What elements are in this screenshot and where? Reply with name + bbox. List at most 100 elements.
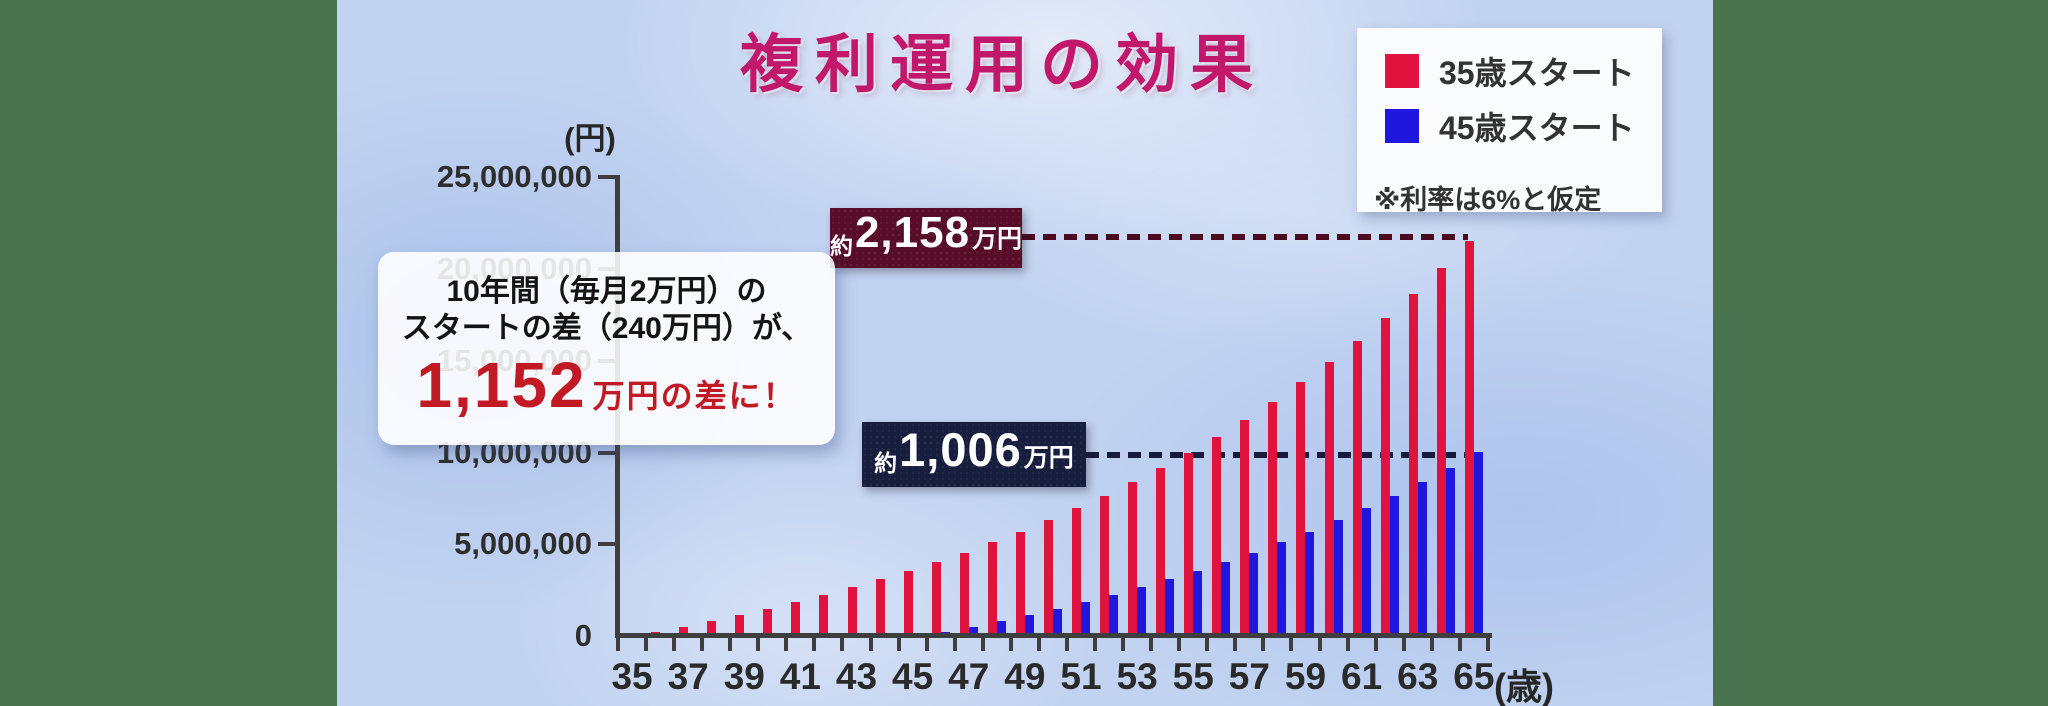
x-axis-label-age-39: 39 <box>723 656 765 697</box>
x-axis-tick <box>1289 636 1294 651</box>
x-axis-label-age-51: 51 <box>1060 656 1102 697</box>
x-axis-label-age-53: 53 <box>1116 656 1158 697</box>
bar-35start-age-37 <box>679 626 689 637</box>
x-axis-tick <box>700 636 705 651</box>
x-axis-tick <box>1485 636 1490 651</box>
bar-45start-age-61 <box>1361 508 1371 637</box>
x-axis-tick <box>728 636 733 651</box>
x-axis-tick <box>1064 636 1069 651</box>
bar-45start-age-65 <box>1473 452 1483 637</box>
x-axis-tick <box>812 636 817 651</box>
bar-45start-age-62 <box>1389 495 1399 637</box>
x-axis-tick <box>1177 636 1182 651</box>
x-axis-tick <box>952 636 957 651</box>
x-axis-label-age-55: 55 <box>1172 656 1214 697</box>
annotation-1006-suffix: 万円 <box>1023 444 1074 472</box>
bar-35start-age-52 <box>1100 495 1110 637</box>
bar-45start-age-53 <box>1137 587 1147 637</box>
x-axis-label-age-65: 65 <box>1453 656 1495 697</box>
x-axis-label-age-61: 61 <box>1341 656 1383 697</box>
bar-35start-age-40 <box>763 608 773 637</box>
annotation-1006-value: 1,006 <box>899 423 1022 476</box>
x-axis-line <box>615 633 1492 638</box>
bar-45start-age-52 <box>1109 594 1119 637</box>
x-axis-label-age-59: 59 <box>1284 656 1327 697</box>
x-axis-label-age-45: 45 <box>892 656 934 697</box>
callout-highlight-row: 1,152 万円の差に！ <box>378 353 835 417</box>
y-axis-tick <box>598 450 617 455</box>
leader-line-1006 <box>1086 452 1476 458</box>
y-axis-tick <box>598 542 617 547</box>
y-axis-tick <box>598 175 617 180</box>
bar-45start-age-55 <box>1193 570 1203 637</box>
x-axis-tick <box>1261 636 1266 651</box>
bar-45start-age-49 <box>1024 615 1034 637</box>
x-axis-tick <box>784 636 789 651</box>
bar-35start-age-45 <box>903 570 913 637</box>
bar-45start-age-50 <box>1052 608 1062 637</box>
annotation-box-1006: 約 1,006 万円 <box>862 422 1086 487</box>
x-axis-tick <box>1205 636 1210 651</box>
annotation-2158-value: 2,158 <box>854 208 971 257</box>
bar-35start-age-65 <box>1464 241 1474 637</box>
annotation-2158-prefix: 約 <box>829 233 853 259</box>
bar-35start-age-56 <box>1212 436 1222 637</box>
bar-45start-age-63 <box>1417 482 1427 637</box>
x-axis-tick <box>1233 636 1238 651</box>
x-axis-tick <box>672 636 677 651</box>
bar-35start-age-44 <box>875 579 885 637</box>
x-axis-tick <box>924 636 929 651</box>
leader-line-2158 <box>1022 234 1468 240</box>
x-axis-tick <box>1401 636 1406 651</box>
callout-line1: 10年間（毎月2万円）の <box>446 275 767 308</box>
x-axis-tick <box>1149 636 1154 651</box>
x-axis-label-age-35: 35 <box>611 656 653 697</box>
bar-35start-age-49 <box>1015 531 1025 637</box>
bar-35start-age-64 <box>1436 268 1446 637</box>
annotation-box-2158: 約 2,158 万円 <box>830 208 1022 268</box>
bar-35start-age-55 <box>1184 452 1194 637</box>
bar-35start-age-47 <box>959 552 969 637</box>
bar-35start-age-60 <box>1324 362 1334 637</box>
legend-note-interest-rate: ※利率は6%と仮定 <box>1374 185 1602 215</box>
x-axis-tick <box>1317 636 1322 651</box>
y-axis-label: 25,000,000 <box>436 159 592 195</box>
x-axis-tick <box>1008 636 1013 651</box>
x-axis-label-age-49: 49 <box>1004 656 1046 697</box>
x-axis-tick <box>756 636 761 651</box>
bar-45start-age-58 <box>1277 542 1287 637</box>
callout-highlight-suffix: 万円の差に！ <box>592 378 797 414</box>
x-axis-tick <box>840 636 845 651</box>
x-axis-tick <box>1121 636 1126 651</box>
x-axis-tick <box>896 636 901 651</box>
callout-highlight-value: 1,152 <box>416 349 587 421</box>
bar-45start-age-60 <box>1333 520 1343 637</box>
legend-label-35start: 35歳スタート <box>1439 55 1635 91</box>
bar-45start-age-47 <box>968 626 978 637</box>
bar-35start-age-46 <box>931 561 941 637</box>
bar-45start-age-59 <box>1305 531 1315 637</box>
bar-35start-age-43 <box>847 587 857 637</box>
bar-35start-age-62 <box>1380 317 1390 637</box>
bar-35start-age-48 <box>987 542 997 637</box>
bar-35start-age-58 <box>1268 401 1278 637</box>
legend-box: 35歳スタート 45歳スタート ※利率は6%と仮定 <box>1357 28 1662 215</box>
legend-swatch-blue <box>1385 109 1419 143</box>
x-axis-tick <box>1457 636 1462 651</box>
bar-35start-age-63 <box>1408 293 1418 637</box>
legend-label-45start: 45歳スタート <box>1439 110 1635 146</box>
x-axis-tick <box>616 636 620 651</box>
x-axis-tick <box>1429 636 1434 651</box>
bar-35start-age-51 <box>1071 508 1081 637</box>
bar-35start-age-39 <box>735 615 745 637</box>
bar-45start-age-48 <box>996 621 1006 637</box>
x-axis-tick <box>644 636 649 651</box>
bar-35start-age-41 <box>791 602 801 637</box>
bar-35start-age-61 <box>1352 340 1362 637</box>
x-axis-tick <box>1036 636 1041 651</box>
x-axis-tick <box>1093 636 1098 651</box>
bar-35start-age-57 <box>1240 419 1250 637</box>
bar-35start-age-38 <box>707 621 717 637</box>
x-axis-label-age-47: 47 <box>948 656 990 697</box>
